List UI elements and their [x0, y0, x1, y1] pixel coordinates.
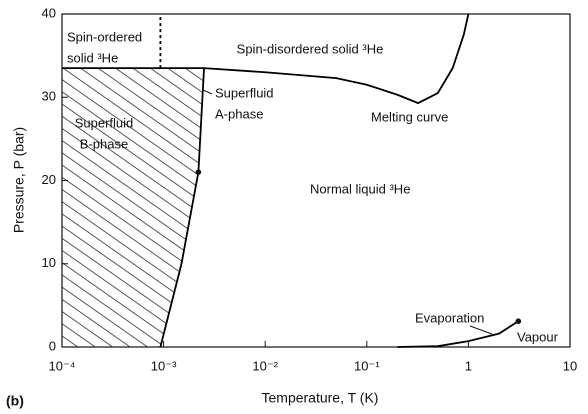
y-tick-label: 10 [42, 255, 56, 270]
annotation-pointer [202, 89, 213, 95]
x-tick-label: 10⁻¹ [354, 358, 380, 373]
annotation: Spin-disordered solid ³He [237, 41, 384, 56]
x-tick-label: 10⁻⁴ [49, 358, 76, 373]
y-axis-label: Pressure, P (bar) [11, 127, 27, 233]
curve [397, 320, 519, 348]
annotation: Melting curve [371, 109, 448, 124]
x-axis-label: Temperature, T (K) [262, 390, 379, 406]
curve [159, 68, 205, 348]
x-tick-label: 1 [465, 358, 472, 373]
annotation: Spin-ordered [67, 29, 142, 44]
y-tick-label: 20 [42, 172, 56, 187]
x-tick-label: 10⁻² [252, 358, 278, 373]
x-tick-label: 10 [563, 358, 577, 373]
annotation: Normal liquid ³He [310, 181, 410, 196]
x-tick-label: 10⁻³ [151, 358, 177, 373]
annotation-pointer [469, 325, 493, 335]
curve [62, 13, 470, 105]
y-tick-label: 0 [49, 338, 56, 353]
annotation: Evaporation [415, 310, 484, 325]
panel-label: (b) [6, 393, 24, 409]
y-tick-label: 40 [42, 5, 56, 20]
annotation: A-phase [215, 106, 263, 121]
point [195, 169, 202, 175]
annotation: Superfluid [215, 85, 274, 100]
annotation: Superfluid [75, 115, 134, 130]
annotation: Vapour [517, 329, 559, 344]
annotation: B-phase [80, 136, 128, 151]
annotation: solid ³He [67, 50, 118, 65]
y-tick-label: 30 [42, 89, 56, 104]
point [515, 318, 522, 324]
b-phase-region [62, 68, 205, 348]
